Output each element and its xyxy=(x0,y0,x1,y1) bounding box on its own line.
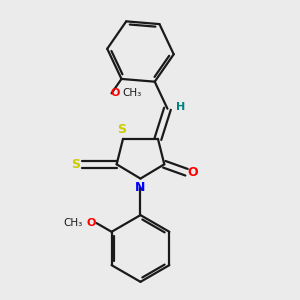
Text: O: O xyxy=(188,166,198,179)
Text: O: O xyxy=(86,218,95,228)
Text: S: S xyxy=(71,158,80,171)
Text: N: N xyxy=(135,181,146,194)
Text: S: S xyxy=(117,124,126,136)
Text: CH₃: CH₃ xyxy=(63,218,82,228)
Text: O: O xyxy=(111,88,120,98)
Text: CH₃: CH₃ xyxy=(122,88,142,98)
Text: H: H xyxy=(176,102,185,112)
